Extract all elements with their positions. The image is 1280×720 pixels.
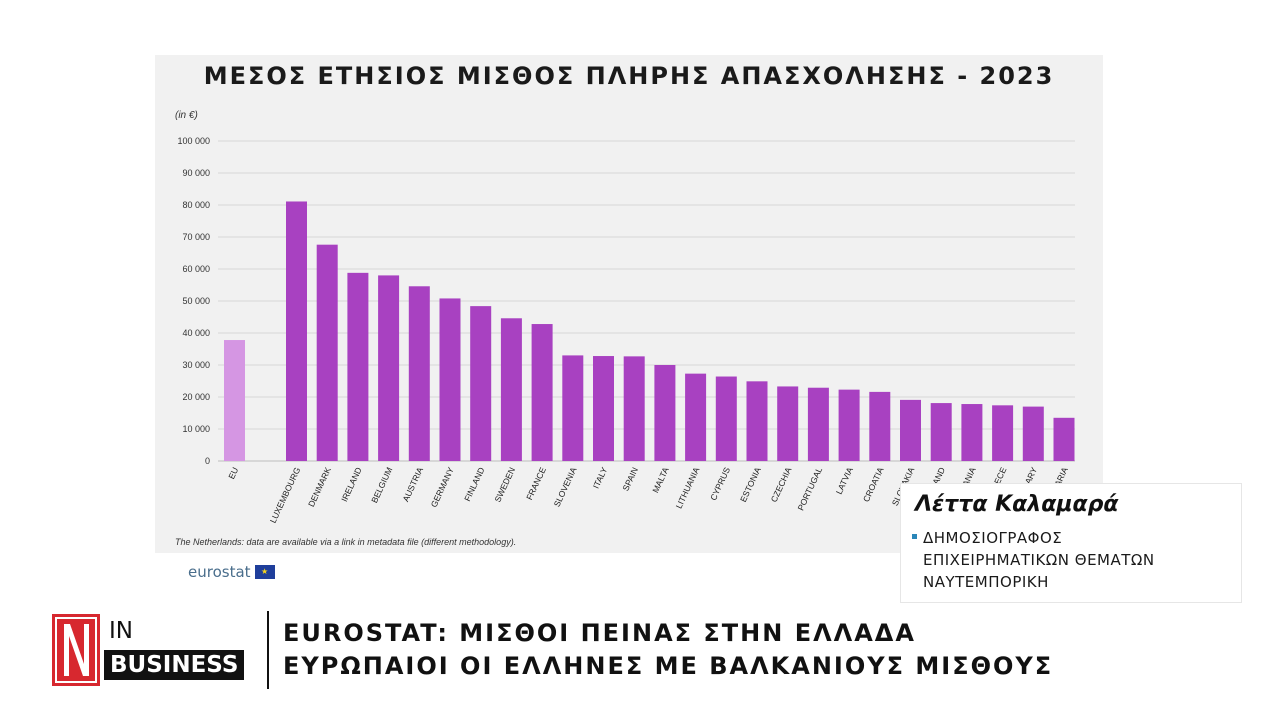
bar-lithuania: [685, 373, 707, 461]
x-tick-label: FINLAND: [462, 466, 486, 503]
bar-hungary: [1022, 406, 1044, 461]
y-axis-unit-label: (in €): [175, 110, 198, 121]
y-tick-label: 40 000: [182, 328, 210, 338]
chart-title: ΜΕΣΟΣ ΕΤΗΣΙΟΣ ΜΙΣΘΟΣ ΠΛΗΡΗΣ ΑΠΑΣΧΟΛΗΣΗΣ …: [203, 62, 1055, 90]
x-tick-label: GERMANY: [429, 465, 456, 508]
bar-italy: [593, 356, 614, 461]
x-tick-label: FRANCE: [524, 465, 548, 501]
y-tick-label: 100 000: [177, 136, 210, 146]
bar-ireland: [347, 272, 369, 461]
bar-portugal: [807, 387, 829, 461]
bar-slovakia: [900, 399, 921, 461]
bar-poland: [930, 403, 952, 461]
x-tick-label: SLOVENIA: [552, 465, 579, 508]
bar-malta: [654, 365, 676, 461]
bar-finland: [470, 306, 492, 461]
eu-flag-icon: ★: [254, 565, 275, 579]
bar-denmark: [316, 244, 338, 461]
reporter-role-line: ΕΠΙΧΕΙΡΗΜΑΤΙΚΩΝ ΘΕΜΑΤΩΝ: [923, 551, 1155, 569]
x-tick-label: LITHUANIA: [674, 465, 702, 510]
x-tick-label: PORTUGAL: [795, 465, 824, 512]
bar-greece: [992, 405, 1014, 461]
n-logo-icon: [52, 614, 100, 686]
bullet-icon: [912, 534, 917, 539]
bar-belgium: [378, 275, 400, 461]
bar-spain: [623, 356, 645, 461]
reporter-role: ΔΗΜΟΣΙΟΓΡΑΦΟΣ ΕΠΙΧΕΙΡΗΜΑΤΙΚΩΝ ΘΕΜΑΤΩΝ ΝΑ…: [923, 527, 1155, 593]
y-tick-label: 20 000: [182, 392, 210, 402]
x-tick-label: SPAIN: [620, 466, 640, 493]
bar-czechia: [777, 386, 799, 461]
x-tick-label: MALTA: [650, 465, 671, 494]
headline-line-2: ΕΥΡΩΠΑΙΟΙ ΟΙ ΕΛΛΗΝΕΣ ΜΕ ΒΑΛΚΑΝΙΟΥΣ ΜΙΣΘΟ…: [283, 652, 1054, 680]
eurostat-logo-text: eurostat: [188, 563, 251, 581]
x-tick-label: SWEDEN: [492, 466, 517, 504]
x-tick-label: CROATIA: [861, 465, 886, 503]
x-tick-label: CYPRUS: [708, 465, 732, 502]
logo-in-text: IN: [109, 618, 133, 644]
x-tick-label: IRELAND: [339, 466, 364, 504]
x-tick-label: BELGIUM: [369, 466, 394, 505]
y-tick-label: 70 000: [182, 232, 210, 242]
bar-sweden: [500, 318, 522, 461]
bar-france: [531, 324, 553, 461]
bar-austria: [408, 286, 430, 461]
y-tick-label: 90 000: [182, 168, 210, 178]
ticker-divider: [267, 611, 269, 689]
y-tick-label: 50 000: [182, 296, 210, 306]
x-tick-label: AUSTRIA: [400, 465, 425, 503]
x-tick-label: LUXEMBOURG: [268, 466, 303, 525]
x-tick-label: LATVIA: [834, 465, 855, 495]
bar-latvia: [838, 389, 860, 461]
x-tick-label: ESTONIA: [738, 465, 763, 503]
bar-croatia: [869, 391, 891, 461]
chart-panel: [155, 55, 1103, 553]
y-tick-label: 30 000: [182, 360, 210, 370]
eurostat-logo: eurostat ★: [188, 563, 275, 581]
logo-business-text: BUSINESS: [104, 650, 245, 680]
reporter-card: Λέττα Καλαμαρά ΔΗΜΟΣΙΟΓΡΑΦΟΣ ΕΠΙΧΕΙΡΗΜΑΤ…: [901, 484, 1241, 602]
y-tick-label: 10 000: [182, 424, 210, 434]
bar-luxembourg: [286, 201, 307, 462]
bar-slovenia: [562, 355, 584, 461]
bar-estonia: [746, 381, 768, 461]
x-tick-label: EU: [226, 466, 240, 481]
bar-cyprus: [715, 376, 737, 461]
x-tick-label: CZECHIA: [769, 465, 794, 503]
bar-germany: [439, 298, 461, 461]
y-tick-label: 60 000: [182, 264, 210, 274]
reporter-role-line: ΔΗΜΟΣΙΟΓΡΑΦΟΣ: [923, 529, 1063, 547]
reporter-role-line: ΝΑΥΤΕΜΠΟΡΙΚΗ: [923, 573, 1049, 591]
bar-bulgaria: [1053, 417, 1075, 461]
y-tick-label: 80 000: [182, 200, 210, 210]
chart-footnote: The Netherlands: data are available via …: [175, 537, 516, 547]
bar-romania: [961, 404, 983, 461]
x-tick-label: DENMARK: [306, 465, 333, 508]
bar-eu: [224, 340, 245, 461]
headline-line-1: EUROSTAT: ΜΙΣΘΟΙ ΠΕΙΝΑΣ ΣΤΗΝ ΕΛΛΑΔΑ: [283, 619, 916, 647]
y-tick-label: 0: [205, 456, 210, 466]
x-tick-label: ITALY: [591, 465, 610, 490]
reporter-name: Λέττα Καλαμαρά: [915, 492, 1119, 517]
